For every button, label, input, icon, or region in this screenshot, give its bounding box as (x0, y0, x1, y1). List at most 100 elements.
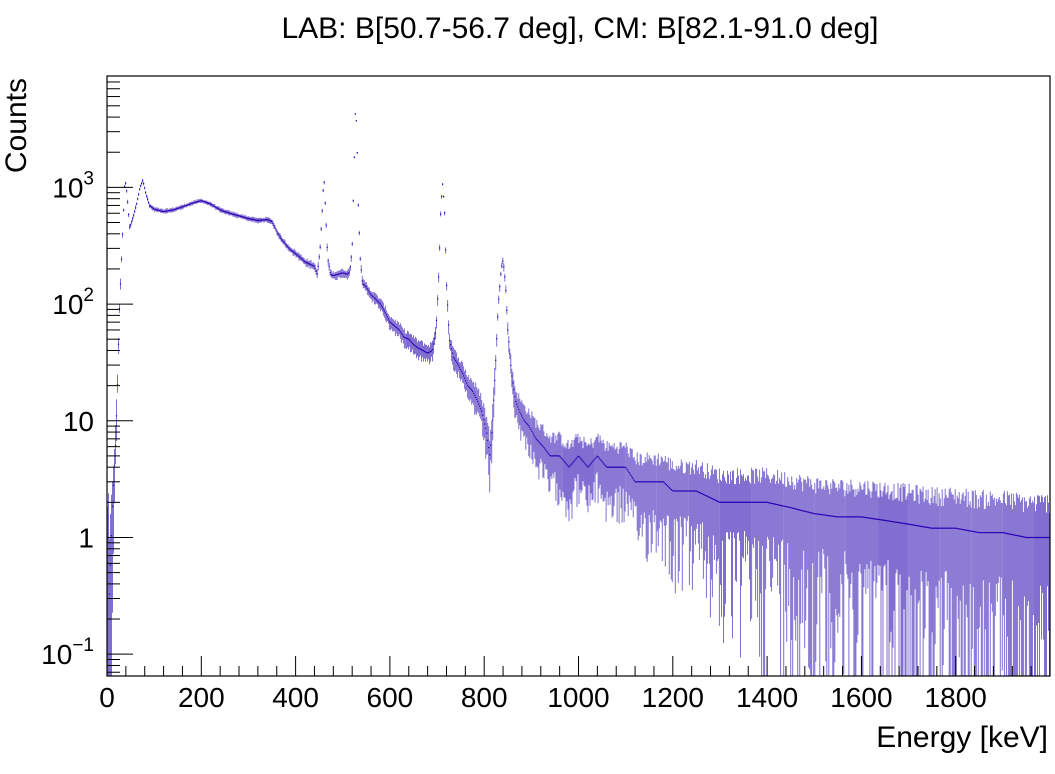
data-point (255, 219, 257, 221)
data-point (993, 532, 995, 534)
data-point (380, 305, 382, 307)
data-point (694, 490, 696, 492)
data-point (484, 423, 486, 425)
data-point (640, 481, 642, 483)
data-point (857, 516, 859, 518)
data-point (796, 508, 798, 510)
data-point (415, 346, 418, 348)
data-point (925, 526, 927, 528)
data-point (397, 328, 399, 330)
data-point (330, 274, 332, 276)
data-point (942, 527, 944, 529)
data-point (274, 227, 276, 229)
data-point (889, 520, 891, 522)
data-point (937, 527, 939, 529)
data-point (642, 481, 644, 483)
data-point (488, 447, 490, 449)
data-point (244, 217, 246, 219)
data-point (307, 262, 309, 264)
data-point (792, 507, 794, 509)
data-point (665, 484, 667, 486)
data-point (259, 219, 261, 221)
data-point (909, 523, 911, 525)
data-point (1036, 536, 1039, 539)
data-point (912, 524, 914, 526)
data-point (272, 223, 274, 225)
data-point (683, 490, 685, 492)
data-point (874, 518, 876, 520)
data-point (1008, 533, 1010, 535)
data-point (625, 467, 627, 469)
data-point (974, 531, 976, 533)
data-point (879, 519, 881, 521)
data-point (939, 527, 941, 529)
data-point (839, 516, 841, 518)
data-point (234, 214, 236, 216)
data-point (718, 501, 720, 503)
data-point (119, 283, 122, 285)
data-point (283, 241, 285, 243)
data-point (921, 525, 923, 528)
data-point (701, 493, 703, 495)
data-point (129, 226, 131, 228)
data-point (269, 220, 271, 222)
data-point (829, 515, 831, 517)
data-point (732, 501, 735, 503)
data-point (115, 415, 118, 417)
data-point (124, 186, 126, 188)
data-point (1026, 536, 1028, 539)
data-point (186, 204, 188, 206)
data-point (485, 427, 487, 429)
data-point (808, 511, 810, 513)
data-point (471, 389, 473, 391)
data-point (347, 272, 349, 274)
data-point (575, 458, 577, 460)
data-point (428, 351, 431, 353)
data-point (927, 526, 929, 529)
data-point (933, 527, 935, 529)
data-point (357, 204, 359, 206)
data-point (111, 505, 114, 507)
data-point (571, 463, 573, 465)
data-point (461, 371, 463, 373)
data-point (872, 518, 874, 520)
data-point (354, 113, 356, 115)
data-point (201, 200, 203, 202)
data-point (962, 529, 964, 531)
data-point (779, 504, 781, 506)
data-point (218, 208, 220, 210)
data-point (621, 466, 623, 468)
data-point (905, 523, 907, 525)
data-point (656, 481, 658, 483)
data-point (790, 507, 792, 509)
data-point (233, 213, 235, 215)
data-point (596, 455, 598, 457)
data-point (284, 243, 286, 245)
data-point (632, 478, 634, 480)
data-point (695, 490, 697, 492)
data-point (883, 519, 885, 521)
data-point (425, 351, 428, 354)
data-point (594, 458, 596, 460)
data-point (449, 339, 451, 341)
data-point (811, 512, 813, 514)
data-point (1042, 536, 1045, 539)
data-point (752, 501, 754, 503)
data-point (865, 517, 867, 519)
data-point (407, 338, 410, 340)
data-point (662, 481, 664, 483)
data-point (744, 501, 747, 503)
data-point (549, 454, 551, 457)
data-point (693, 490, 695, 492)
data-point (668, 487, 670, 489)
data-point (666, 485, 668, 487)
data-point (359, 258, 361, 260)
data-point (223, 210, 225, 212)
data-point (603, 463, 605, 465)
data-point (586, 465, 588, 467)
data-point (692, 490, 694, 492)
data-point (641, 481, 643, 483)
data-point (1019, 535, 1021, 537)
data-point (920, 525, 922, 527)
data-point (866, 517, 868, 519)
